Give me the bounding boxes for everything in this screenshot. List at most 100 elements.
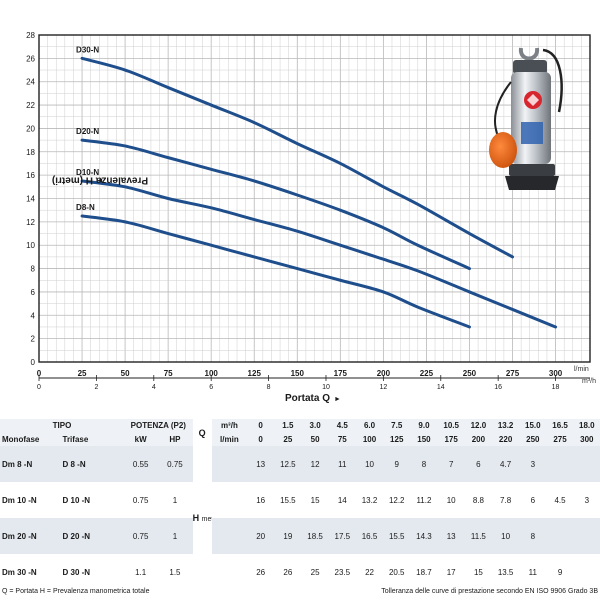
table-row: Dm 20 -N D 20 -N 0.75 1 20 19 18.5 17.5 … (0, 518, 600, 554)
x-tick-label-lmin: 200 (377, 369, 391, 378)
head-cell: 16 (256, 495, 266, 505)
table-header-row-1: TIPO POTENZA (P2) Q m³/h 0 1.5 3.0 4.5 6… (0, 419, 600, 446)
y-tick-label: 14 (26, 195, 35, 204)
lmin-cell: 100 (355, 432, 384, 446)
model-monofase: Dm 30 -N (2, 567, 37, 577)
monofase-header: Monofase (0, 432, 61, 446)
tipo-header: TIPO (0, 419, 125, 432)
head-cell (211, 518, 248, 554)
y-tick-label: 22 (26, 101, 35, 110)
y-tick-label: 20 (26, 124, 35, 133)
x-tick-label-lmin: 275 (506, 369, 520, 378)
power-hp: 1 (172, 495, 178, 505)
head-cell (211, 446, 248, 482)
y-tick-label: 18 (26, 148, 35, 157)
head-cell: 13 (437, 518, 465, 554)
power-hp: 1.5 (169, 567, 181, 577)
y-tick-label: 24 (26, 78, 35, 87)
m3h-cell: 6.0 (355, 419, 384, 432)
m3h-cell: 12.0 (464, 419, 492, 432)
head-cell: 3 (584, 495, 590, 505)
lmin-cell: 50 (301, 432, 329, 446)
x-tick-label-m3h: 14 (437, 384, 445, 391)
head-cell: 22 (365, 567, 374, 577)
head-cell (546, 446, 574, 482)
head-cell: 3 (519, 446, 547, 482)
lmin-cell: 300 (573, 432, 600, 446)
series-label-d10-n: D10-N (76, 168, 99, 177)
y-tick-label: 4 (31, 311, 36, 320)
head-cell: 26 (256, 567, 266, 577)
x-axis-title-text: Portata Q (285, 393, 331, 404)
x-axis-unit-m3h: m³/h (582, 378, 596, 385)
lmin-cell: 275 (546, 432, 574, 446)
footer-tolerance: Tolleranza delle curve di prestazione se… (381, 588, 598, 595)
series-label-d8-n: D8-N (76, 203, 95, 212)
unit-m3h-label: m³/h (211, 419, 248, 432)
head-cell (574, 554, 600, 590)
series-label-d20-n: D20-N (76, 127, 99, 136)
m3h-cell: 0 (247, 419, 275, 432)
x-tick-label-lmin: 150 (291, 369, 305, 378)
m3h-cell: 3.0 (301, 419, 329, 432)
x-tick-label-m3h: 16 (494, 384, 502, 391)
lmin-cell: 250 (519, 432, 547, 446)
head-cell: 8 (410, 446, 438, 482)
head-cell: 13.2 (361, 495, 378, 505)
head-cell (212, 554, 247, 590)
x-tick-label-m3h: 18 (552, 384, 560, 391)
m3h-cell: 9.0 (410, 419, 438, 432)
plot-frame (38, 34, 591, 363)
m3h-cell: 10.5 (437, 419, 465, 432)
y-tick-label: 0 (31, 358, 36, 367)
lmin-cell: 0 (247, 432, 275, 446)
x-tick-label-m3h: 2 (94, 384, 98, 391)
head-cell: 15.5 (383, 518, 411, 554)
y-tick-label: 10 (26, 241, 35, 250)
x-axis-title: Portata Q ► (285, 393, 341, 404)
m3h-cell: 4.5 (328, 419, 356, 432)
head-cell: 25 (310, 567, 320, 577)
x-tick-label-lmin: 125 (248, 369, 262, 378)
m3h-cell: 15.0 (519, 419, 547, 432)
footer-legend: Q = Portata H = Prevalenza manometrica t… (2, 588, 150, 595)
lmin-cell: 175 (437, 432, 465, 446)
head-cell: 17.5 (328, 518, 356, 554)
head-cell: 18.5 (301, 518, 329, 554)
x-tick-label-lmin: 175 (334, 369, 348, 378)
head-cell: 15 (310, 495, 320, 505)
table-row: Dm 8 -N D 8 -N 0.55 0.75 H metri 13 12.5… (0, 446, 600, 590)
performance-table: TIPO POTENZA (P2) Q m³/h 0 1.5 3.0 4.5 6… (0, 419, 600, 590)
unit-lmin-label: l/min (211, 432, 248, 446)
head-cell (573, 518, 600, 554)
lmin-cell: 200 (464, 432, 492, 446)
power-kw: 1.1 (135, 567, 147, 577)
model-trifase: D 10 -N (62, 495, 91, 505)
head-cell: 18.7 (416, 567, 432, 577)
chart-series (80, 56, 558, 329)
head-cell: 9 (383, 446, 411, 482)
lmin-cell: 125 (383, 432, 411, 446)
head-cell: 11 (528, 567, 537, 577)
model-trifase: D 30 -N (62, 567, 91, 577)
head-cell: 10 (492, 518, 520, 554)
head-cell (573, 446, 600, 482)
trifase-header: Trifase (60, 432, 125, 446)
head-cell: 4.7 (492, 446, 520, 482)
head-cell: 6 (530, 495, 536, 505)
m3h-cell: 16.5 (546, 419, 574, 432)
y-tick-label: 16 (26, 171, 35, 180)
x-tick-label-lmin: 100 (205, 369, 219, 378)
head-cell: 9 (557, 567, 563, 577)
x-tick-label-m3h: 12 (379, 384, 387, 391)
head-cell: 13.5 (497, 567, 514, 577)
h-label-letter: H (192, 513, 200, 523)
x-axis-unit-lmin: l/min (574, 366, 589, 373)
y-tick-label: 2 (31, 335, 36, 344)
h-label-unit: metri (201, 516, 212, 523)
head-cell: 12.2 (388, 495, 405, 505)
head-cell: 11 (328, 446, 356, 482)
power-kw: 0.75 (132, 495, 149, 505)
power-hp: 1 (157, 518, 193, 554)
head-cell: 4.5 (554, 495, 566, 505)
